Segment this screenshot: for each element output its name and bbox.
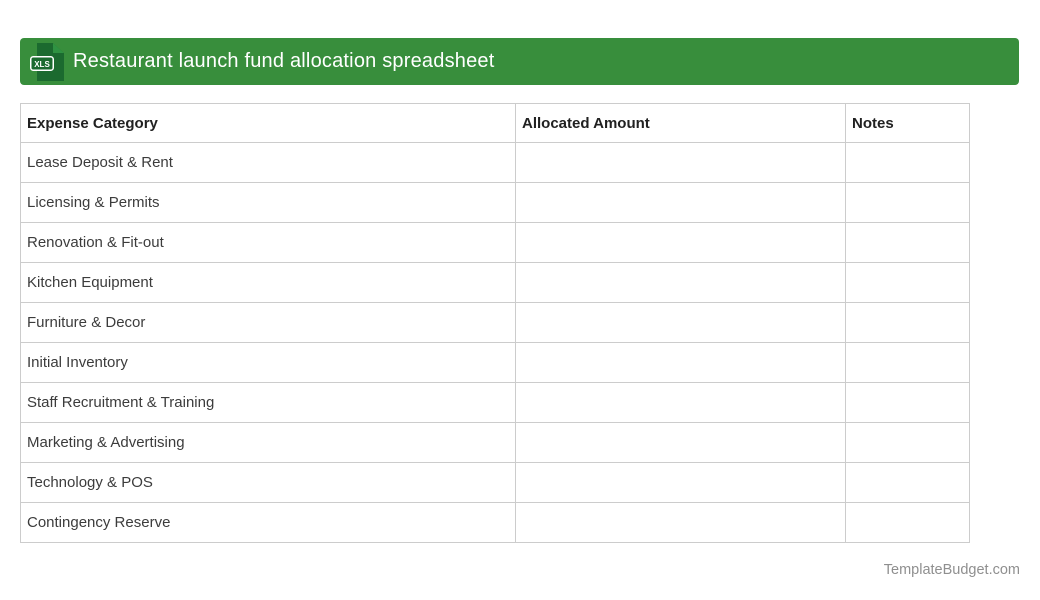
allocated-amount-cell [515,502,846,543]
table-row: Lease Deposit & Rent [20,142,970,183]
notes-cell [845,142,970,183]
table-row: Marketing & Advertising [20,422,970,463]
expense-category-cell: Lease Deposit & Rent [20,142,516,183]
notes-cell [845,182,970,223]
table-header-row: Expense Category Allocated Amount Notes [20,103,970,143]
notes-cell [845,502,970,543]
notes-cell [845,462,970,503]
table-row: Renovation & Fit-out [20,222,970,263]
xls-icon-label: XLS [34,59,50,68]
table-row: Technology & POS [20,462,970,503]
page-title: Restaurant launch fund allocation spread… [73,50,495,72]
table-row: Licensing & Permits [20,182,970,223]
column-header-allocated-amount: Allocated Amount [515,103,846,143]
expense-category-cell: Staff Recruitment & Training [20,382,516,423]
expense-category-cell: Renovation & Fit-out [20,222,516,263]
allocated-amount-cell [515,182,846,223]
column-header-expense-category: Expense Category [20,103,516,143]
table-row: Contingency Reserve [20,502,970,543]
notes-cell [845,222,970,263]
table-row: Furniture & Decor [20,302,970,343]
expense-category-cell: Licensing & Permits [20,182,516,223]
template-title-bar: XLS Restaurant launch fund allocation sp… [20,38,1019,85]
allocated-amount-cell [515,422,846,463]
expense-category-cell: Initial Inventory [20,342,516,383]
table-row: Kitchen Equipment [20,262,970,303]
xls-file-icon: XLS [30,42,64,81]
expense-category-cell: Contingency Reserve [20,502,516,543]
expense-category-cell: Furniture & Decor [20,302,516,343]
notes-cell [845,382,970,423]
notes-cell [845,422,970,463]
column-header-notes: Notes [845,103,970,143]
notes-cell [845,342,970,383]
allocated-amount-cell [515,382,846,423]
allocated-amount-cell [515,262,846,303]
expense-category-cell: Marketing & Advertising [20,422,516,463]
allocated-amount-cell [515,462,846,503]
allocated-amount-cell [515,222,846,263]
table-body: Lease Deposit & Rent Licensing & Permits R… [20,142,970,543]
site-credit: TemplateBudget.com [883,562,1020,578]
expense-category-cell: Kitchen Equipment [20,262,516,303]
notes-cell [845,302,970,343]
table-row: Staff Recruitment & Training [20,382,970,423]
allocated-amount-cell [515,302,846,343]
expense-category-cell: Technology & POS [20,462,516,503]
table-row: Initial Inventory [20,342,970,383]
budget-table: Expense Category Allocated Amount Notes … [20,103,970,543]
notes-cell [845,262,970,303]
allocated-amount-cell [515,142,846,183]
allocated-amount-cell [515,342,846,383]
